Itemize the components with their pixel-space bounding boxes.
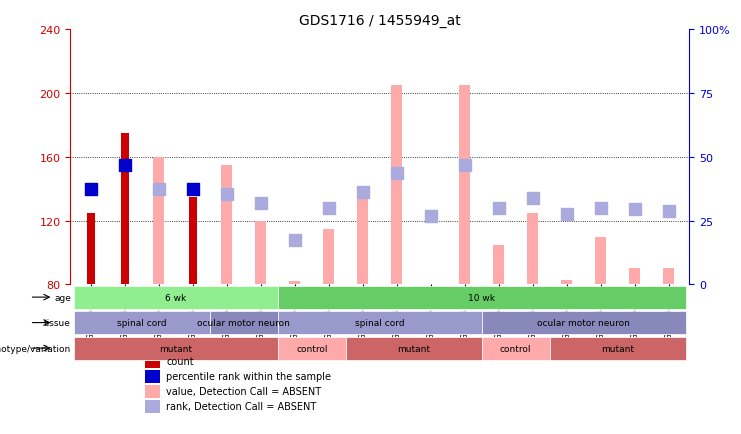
Text: spinal cord: spinal cord <box>355 319 405 327</box>
Bar <box>323 229 334 285</box>
Title: GDS1716 / 1455949_at: GDS1716 / 1455949_at <box>299 14 461 28</box>
Bar <box>663 269 674 285</box>
Text: tissue: tissue <box>44 319 71 327</box>
FancyBboxPatch shape <box>278 286 685 309</box>
Text: genotype/variation: genotype/variation <box>0 344 71 353</box>
FancyBboxPatch shape <box>482 337 550 360</box>
Text: count: count <box>166 356 194 366</box>
Point <box>323 205 335 212</box>
Bar <box>494 245 504 285</box>
Point <box>153 186 165 193</box>
Point <box>527 195 539 202</box>
Bar <box>144 355 160 368</box>
Text: ocular motor neuron: ocular motor neuron <box>537 319 630 327</box>
Bar <box>629 269 640 285</box>
Point <box>357 189 369 196</box>
Bar <box>222 165 232 285</box>
FancyBboxPatch shape <box>74 286 278 309</box>
Point <box>289 237 301 243</box>
Point <box>493 205 505 212</box>
Bar <box>357 189 368 285</box>
Bar <box>595 237 606 285</box>
Bar <box>144 371 160 383</box>
FancyBboxPatch shape <box>74 312 210 334</box>
FancyBboxPatch shape <box>482 312 685 334</box>
Bar <box>153 158 165 285</box>
Bar <box>144 401 160 413</box>
Text: rank, Detection Call = ABSENT: rank, Detection Call = ABSENT <box>166 401 316 411</box>
Text: mutant: mutant <box>397 344 431 353</box>
Text: spinal cord: spinal cord <box>117 319 167 327</box>
Bar <box>189 197 197 285</box>
Text: percentile rank within the sample: percentile rank within the sample <box>166 371 331 381</box>
Point <box>561 211 573 218</box>
Text: ocular motor neuron: ocular motor neuron <box>197 319 290 327</box>
FancyBboxPatch shape <box>278 312 482 334</box>
Text: control: control <box>296 344 328 353</box>
Text: mutant: mutant <box>159 344 192 353</box>
Point <box>595 205 607 212</box>
Text: mutant: mutant <box>601 344 634 353</box>
Text: 10 wk: 10 wk <box>468 293 495 302</box>
Bar <box>290 282 300 285</box>
Text: 6 wk: 6 wk <box>165 293 187 302</box>
Bar <box>459 86 470 285</box>
Bar <box>391 86 402 285</box>
Bar <box>87 213 95 285</box>
Text: value, Detection Call = ABSENT: value, Detection Call = ABSENT <box>166 386 322 396</box>
Point <box>221 191 233 197</box>
Point <box>425 213 436 220</box>
FancyBboxPatch shape <box>346 337 482 360</box>
Point <box>119 162 130 169</box>
Point <box>187 186 199 193</box>
Bar <box>121 134 129 285</box>
FancyBboxPatch shape <box>278 337 346 360</box>
Bar <box>144 385 160 398</box>
Text: control: control <box>500 344 531 353</box>
Point <box>85 186 97 193</box>
Point <box>255 200 267 207</box>
Point <box>629 207 641 214</box>
FancyBboxPatch shape <box>210 312 278 334</box>
Bar <box>528 213 538 285</box>
Point <box>459 162 471 169</box>
FancyBboxPatch shape <box>550 337 685 360</box>
Bar <box>562 280 572 285</box>
Point <box>391 170 402 177</box>
Text: age: age <box>54 293 71 302</box>
FancyBboxPatch shape <box>74 337 278 360</box>
Point <box>662 208 674 215</box>
Bar <box>256 221 266 285</box>
